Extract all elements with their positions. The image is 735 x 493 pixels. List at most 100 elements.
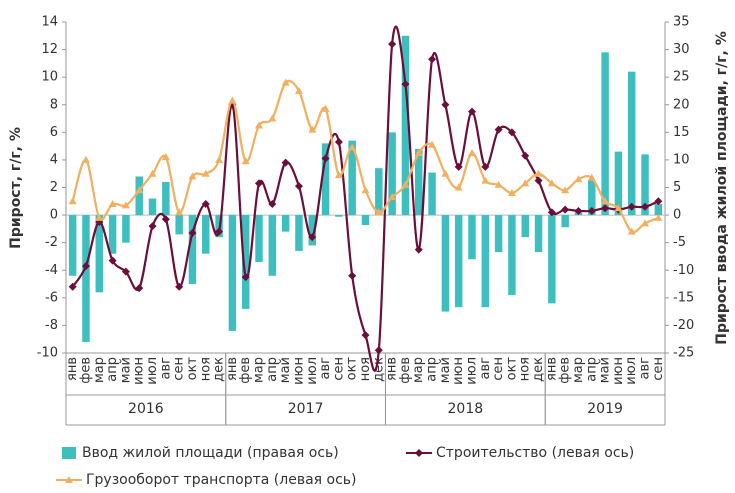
bar: [295, 215, 303, 251]
point-marker: [388, 193, 397, 201]
point-marker: [148, 169, 157, 177]
y-tick-label: 4: [50, 152, 58, 167]
point-marker: [215, 227, 224, 236]
point-marker: [654, 213, 663, 221]
point-marker: [627, 202, 636, 211]
x-tick-label: май: [118, 357, 133, 383]
y2-tick-label: 25: [673, 70, 690, 85]
x-tick-label: июл: [145, 357, 160, 385]
x-tick-label: авг: [158, 357, 173, 380]
point-marker: [108, 256, 117, 265]
x-tick-label: сен: [651, 357, 666, 381]
bar: [415, 148, 423, 216]
x-tick-label: авг: [318, 357, 333, 380]
bar: [361, 215, 370, 226]
point-marker: [321, 104, 330, 112]
point-marker: [228, 96, 237, 104]
x-tick-label: янв: [65, 357, 80, 381]
point-marker: [294, 182, 303, 191]
legend-label: Грузооборот транспорта (левая ось): [86, 472, 357, 488]
legend-label: Ввод жилой площади (правая ось): [82, 445, 339, 461]
x-tick-label: июн: [291, 357, 306, 385]
point-marker: [148, 222, 157, 231]
y-tick-label: 10: [41, 70, 58, 85]
y2-tick-label: -5: [673, 235, 686, 250]
point-marker: [561, 186, 570, 194]
legend-label: Строительство (левая ось): [436, 445, 634, 461]
y2-tick-label: 20: [673, 97, 690, 112]
y2-tick-label: -25: [673, 346, 694, 361]
bar: [255, 215, 263, 262]
point-marker: [281, 78, 290, 86]
y2-tick-label: 10: [673, 152, 690, 167]
y-tick-label: -4: [45, 263, 58, 278]
point-marker: [401, 80, 410, 89]
y-tick-label: 2: [50, 180, 58, 195]
point-marker: [135, 284, 144, 293]
x-tick-label: мар: [411, 357, 426, 383]
point-marker: [175, 282, 184, 291]
year-label: 2016: [128, 401, 164, 417]
year-label: 2017: [288, 401, 324, 417]
bar: [468, 215, 476, 260]
point-marker: [467, 149, 476, 157]
x-tick-label: окт: [185, 357, 200, 381]
bar: [348, 140, 356, 216]
x-tick-label: ноя: [198, 357, 213, 381]
year-label: 2018: [448, 401, 484, 417]
x-tick-label: июл: [305, 357, 320, 385]
bar: [308, 215, 316, 246]
point-marker: [175, 208, 184, 216]
bar: [454, 215, 463, 308]
x-tick-label: сен: [491, 357, 506, 381]
point-marker: [507, 128, 516, 137]
point-marker: [601, 197, 610, 205]
x-tick-label: июн: [132, 357, 147, 385]
x-tick-label: фев: [78, 357, 93, 384]
point-marker: [255, 179, 264, 188]
point-marker: [547, 208, 556, 217]
y-tick-label: 8: [50, 97, 58, 112]
y2-tick-label: 5: [673, 180, 681, 195]
x-tick-label: июн: [611, 357, 626, 385]
point-marker: [334, 171, 343, 179]
point-marker: [135, 186, 144, 194]
point-marker: [388, 40, 397, 49]
bar: [494, 215, 503, 253]
point-marker: [68, 197, 77, 205]
point-marker: [374, 208, 383, 216]
legend-swatch: [62, 447, 76, 459]
x-tick-label: мар: [571, 357, 586, 383]
point-marker: [348, 271, 357, 280]
x-tick-label: окт: [504, 357, 519, 381]
point-marker: [201, 200, 210, 209]
bar: [335, 215, 343, 217]
y2-tick-label: 0: [673, 208, 681, 223]
point-marker: [361, 331, 370, 340]
point-marker: [561, 205, 570, 214]
bar: [241, 215, 250, 309]
point-marker: [534, 169, 543, 177]
bar: [508, 215, 516, 296]
point-marker: [574, 175, 583, 183]
point-marker: [601, 204, 610, 213]
x-tick-label: июн: [451, 357, 466, 385]
point-marker: [161, 153, 170, 161]
point-marker: [121, 201, 130, 209]
point-marker: [308, 233, 317, 242]
point-marker: [428, 140, 437, 148]
y2-tick-label: 35: [673, 15, 690, 30]
point-marker: [121, 267, 130, 276]
x-tick-label: май: [598, 357, 613, 383]
point-marker: [68, 282, 77, 291]
y2-tick-label: -15: [673, 290, 694, 305]
x-tick-label: янв: [225, 357, 240, 381]
point-marker: [641, 219, 650, 227]
bar: [162, 181, 170, 216]
bar: [627, 71, 636, 216]
point-marker: [294, 86, 303, 94]
y2-tick-label: 15: [673, 125, 690, 140]
point-marker: [534, 176, 543, 185]
point-marker: [201, 169, 210, 177]
